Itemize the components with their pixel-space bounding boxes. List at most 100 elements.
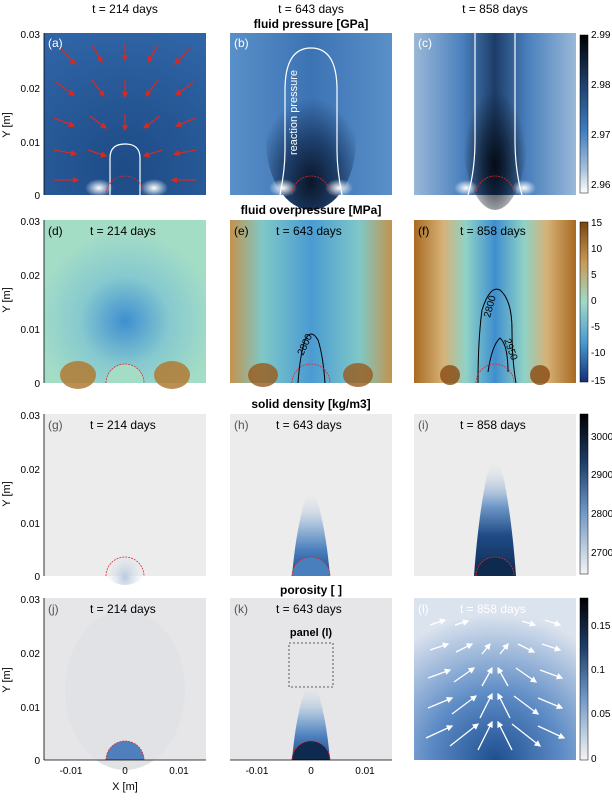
y-label-row4: Y [m] <box>1 667 13 692</box>
y-tick: 0.02 <box>21 271 41 282</box>
inset-label: panel (l) <box>290 627 333 639</box>
colorbar-porosity: 0.15 0.1 0.05 0 <box>579 597 611 765</box>
panel-l-label: (l) <box>418 602 429 616</box>
panel-h: (h) t = 643 days <box>230 414 392 577</box>
panel-j-time: t = 214 days <box>90 602 156 616</box>
panel-g-label: (g) <box>48 418 63 432</box>
y-tick: 0.02 <box>21 465 41 476</box>
y-tick: 0.01 <box>21 519 41 530</box>
y-tick: 0 <box>34 379 40 390</box>
panel-l-time: t = 858 days <box>460 602 526 616</box>
y-label-row1: Y [m] <box>1 112 13 137</box>
time-label-col2: t = 643 days <box>278 2 344 16</box>
cb3-tick-3: 2700 <box>591 548 612 559</box>
panel-d: (d) t = 214 days <box>44 220 206 389</box>
cb3-tick-0: 3000 <box>591 432 612 443</box>
cb2-tick-3: 0 <box>591 296 597 307</box>
panel-d-time: t = 214 days <box>90 224 156 238</box>
cb3-tick-2: 2800 <box>591 509 612 520</box>
panel-b-label: (b) <box>234 36 249 50</box>
y-tick: 0.03 <box>21 595 41 606</box>
panel-f-label: (f) <box>418 224 429 238</box>
y-axis-row2: Y [m] 0.03 0.02 0.01 0 <box>1 217 45 390</box>
cb1-tick-1: 2.98 <box>591 80 611 91</box>
cb4-tick-2: 0.05 <box>591 709 611 720</box>
panel-d-label: (d) <box>48 224 63 238</box>
panel-k-label: (k) <box>234 602 248 616</box>
cb3-tick-1: 2900 <box>591 470 612 481</box>
y-tick: 0.01 <box>21 325 41 336</box>
time-label-col3: t = 858 days <box>462 2 528 16</box>
y-axis-row1: Y [m] 0.03 0.02 0.01 0 <box>1 30 45 202</box>
panel-k-time: t = 643 days <box>276 602 342 616</box>
panel-j: (j) t = 214 days <box>44 598 206 770</box>
panel-i: (i) t = 858 days <box>414 414 576 577</box>
x-tick: -0.01 <box>246 766 269 777</box>
y-tick: 0.03 <box>21 217 41 228</box>
y-label-row3: Y [m] <box>1 481 13 506</box>
y-axis-row3: Y [m] 0.03 0.02 0.01 0 <box>1 411 45 583</box>
panel-c-label: (c) <box>418 36 432 50</box>
y-tick: 0.01 <box>21 703 41 714</box>
cb2-tick-6: -15 <box>591 376 606 387</box>
x-tick: 0 <box>308 766 314 777</box>
panel-a-label: (a) <box>48 36 63 50</box>
cb2-tick-0: 15 <box>591 218 603 229</box>
x-tick: 0.01 <box>355 766 375 777</box>
row3-title: solid density [kg/m3] <box>251 397 370 411</box>
colorbar-pressure: 2.99 2.98 2.97 2.96 <box>579 30 611 194</box>
y-tick: 0 <box>34 191 40 202</box>
panel-c: (c) <box>414 33 576 210</box>
y-tick: 0.02 <box>21 84 41 95</box>
cb2-tick-1: 10 <box>591 244 603 255</box>
flow-arrows-white <box>425 618 566 751</box>
panel-e: 2800 (e) t = 643 days <box>230 220 392 387</box>
colorbar-overpressure: 15 10 5 0 -5 -10 -15 <box>579 218 606 387</box>
panel-l: (l) t = 858 days <box>414 598 576 760</box>
cb2-tick-5: -10 <box>591 348 606 359</box>
cb2-tick-2: 5 <box>591 270 597 281</box>
panel-g: (g) t = 214 days <box>44 414 206 585</box>
y-tick: 0 <box>34 756 40 767</box>
x-tick: 0.01 <box>169 766 189 777</box>
x-axis: -0.01 0 0.01 -0.01 0 0.01 X [m] <box>44 759 392 793</box>
cb1-tick-2: 2.97 <box>591 130 611 141</box>
cb4-tick-1: 0.1 <box>591 665 605 676</box>
inset-box <box>288 642 334 688</box>
cb1-tick-0: 2.99 <box>591 30 611 41</box>
y-tick: 0 <box>34 572 40 583</box>
row1-title: fluid pressure [GPa] <box>254 17 369 31</box>
flow-arrows-red <box>53 44 197 184</box>
cb2-tick-4: -5 <box>591 322 600 333</box>
panel-g-time: t = 214 days <box>90 418 156 432</box>
x-label: X [m] <box>112 781 138 793</box>
panel-h-time: t = 643 days <box>276 418 342 432</box>
panel-k: panel (l) (k) t = 643 days <box>230 598 392 761</box>
panel-e-label: (e) <box>234 224 249 238</box>
y-axis-row4: Y [m] 0.03 0.02 0.01 0 <box>1 595 45 767</box>
y-tick: 0.02 <box>21 649 41 660</box>
y-tick: 0.03 <box>21 411 41 422</box>
reaction-pressure-label: reaction pressure <box>288 70 300 155</box>
row2-title: fluid overpressure [MPa] <box>241 203 382 217</box>
panel-f: 2800 2950 (f) t = 858 days <box>414 220 576 385</box>
x-tick: 0 <box>122 766 128 777</box>
x-tick: -0.01 <box>60 766 83 777</box>
y-tick: 0.01 <box>21 138 41 149</box>
panel-i-time: t = 858 days <box>460 418 526 432</box>
panel-h-label: (h) <box>234 418 249 432</box>
y-tick: 0.03 <box>21 30 41 41</box>
y-label-row2: Y [m] <box>1 287 13 312</box>
panel-b: reaction pressure (b) <box>230 33 392 210</box>
colorbar-density: 3000 2900 2800 2700 <box>579 413 612 575</box>
panel-e-time: t = 643 days <box>276 224 342 238</box>
time-label-col1: t = 214 days <box>92 2 158 16</box>
panel-i-label: (i) <box>418 418 429 432</box>
row4-title: porosity [ ] <box>280 583 342 597</box>
cb1-tick-3: 2.96 <box>591 180 611 191</box>
panel-f-time: t = 858 days <box>460 224 526 238</box>
panel-a: (a) <box>44 33 206 197</box>
cb4-tick-0: 0.15 <box>591 621 611 632</box>
panel-j-label: (j) <box>48 602 59 616</box>
cb4-tick-3: 0 <box>591 754 597 765</box>
